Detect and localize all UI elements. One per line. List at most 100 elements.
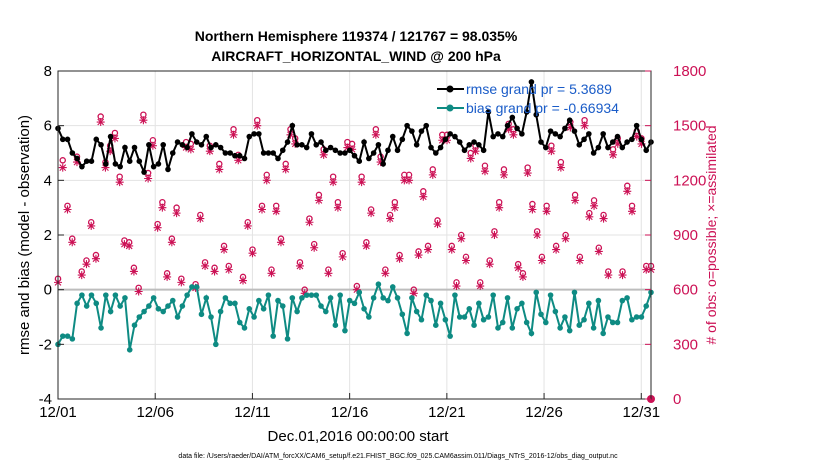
obs-assimilated-point [167, 238, 176, 247]
rmse-point [299, 142, 305, 148]
x-tick-label: 12/01 [39, 404, 77, 421]
rmse-point [557, 133, 563, 140]
rmse-point [399, 136, 406, 143]
bias-point [193, 284, 200, 290]
bias-point [98, 325, 104, 331]
rmse-point [528, 79, 535, 85]
rmse-point [126, 158, 133, 164]
obs-assimilated-point [68, 238, 77, 247]
bias-point [74, 300, 80, 307]
bias-point [246, 306, 253, 312]
bias-point [112, 292, 119, 298]
rmse-point [366, 155, 372, 162]
right-tick-label: 300 [673, 336, 698, 353]
obs-assimilated-point [485, 260, 494, 269]
obs-assimilated-point [177, 278, 186, 287]
bias-point [624, 295, 630, 301]
rmse-point [418, 128, 425, 134]
chart-subtitle: AIRCRAFT_HORIZONTAL_WIND @ 200 hPa [211, 48, 501, 64]
obs-assimilated-point [63, 205, 72, 214]
rmse-point [342, 150, 348, 156]
bias-point [581, 316, 587, 323]
bias-point [576, 322, 583, 329]
obs-assimilated-point [371, 130, 380, 139]
bias-point [150, 295, 157, 301]
x-tick-label: 12/31 [623, 404, 661, 421]
bias-point [456, 314, 463, 320]
bias-point [466, 306, 473, 312]
bias-point [566, 327, 573, 334]
rmse-point [79, 163, 85, 170]
right-tick-label: 600 [673, 282, 698, 299]
right-tick-label: 900 [673, 227, 698, 244]
bias-point [265, 292, 272, 298]
rmse-point [590, 150, 597, 156]
obs-assimilated-point [386, 214, 395, 223]
obs-assimilated-point [632, 132, 641, 141]
obs-assimilated-point [272, 207, 281, 216]
rmse-point [351, 152, 358, 159]
obs-assimilated-point [609, 150, 618, 159]
obs-assimilated-point [547, 147, 556, 156]
x-tick-label: 12/21 [428, 404, 466, 421]
rmse-point [361, 139, 367, 145]
bias-point [380, 295, 386, 301]
obs-assimilated-point [362, 241, 371, 250]
rmse-point [131, 144, 138, 151]
rmse-point [236, 152, 243, 159]
bias-point [141, 308, 147, 315]
x-tick-label: 12/06 [136, 404, 174, 421]
obs-assimilated-point [428, 170, 437, 179]
obs-assimilated-point [257, 205, 266, 214]
rmse-point [74, 155, 80, 162]
rmse-point [614, 133, 621, 140]
legend-bias-label: bias grand pr = -0.66934 [466, 100, 619, 116]
rmse-point [146, 142, 152, 148]
bias-point [361, 306, 367, 312]
obs-assimilated-point [82, 260, 91, 269]
rmse-point [600, 131, 606, 137]
obs-assimilated-point [461, 256, 470, 265]
obs-assimilated-point [433, 220, 442, 229]
bias-point [409, 295, 415, 301]
bias-point [275, 297, 281, 304]
bias-point [203, 295, 210, 301]
bias-point [528, 330, 535, 337]
bias-point [356, 289, 363, 296]
bias-point [313, 292, 320, 298]
obs-assimilated-point [518, 272, 527, 281]
bias-point [136, 314, 143, 320]
bias-point [557, 325, 563, 331]
bias-point [437, 300, 444, 307]
obs-assimilated-point [405, 176, 414, 185]
bias-point [318, 303, 324, 309]
obs-assimilated-point [452, 282, 461, 291]
y-tick-label: 4 [44, 172, 52, 189]
bias-point [189, 284, 195, 290]
rmse-point [461, 147, 468, 154]
rmse-point [155, 161, 162, 167]
bias-point [547, 292, 554, 298]
rmse-point [64, 136, 71, 143]
obs-assimilated-point [134, 287, 143, 296]
rmse-point [619, 144, 626, 151]
bias-point [629, 316, 635, 323]
rmse-point [284, 139, 291, 145]
rmse-point [380, 161, 386, 167]
obs-assimilated-point [457, 234, 466, 243]
obs-possible-point [59, 157, 66, 164]
bias-point [485, 314, 492, 320]
bias-point [480, 316, 487, 323]
rmse-point [327, 144, 334, 151]
bias-point [490, 292, 496, 298]
obs-assimilated-point [499, 170, 508, 179]
bias-point [542, 319, 549, 326]
bias-point [279, 303, 286, 309]
obs-assimilated-point [338, 252, 347, 261]
rmse-point [552, 131, 559, 137]
obs-assimilated-point [276, 238, 285, 247]
rmse-point [490, 133, 496, 140]
bias-point [155, 306, 162, 312]
obs-assimilated-point [210, 267, 219, 276]
right-tick-label: 1500 [673, 118, 706, 135]
